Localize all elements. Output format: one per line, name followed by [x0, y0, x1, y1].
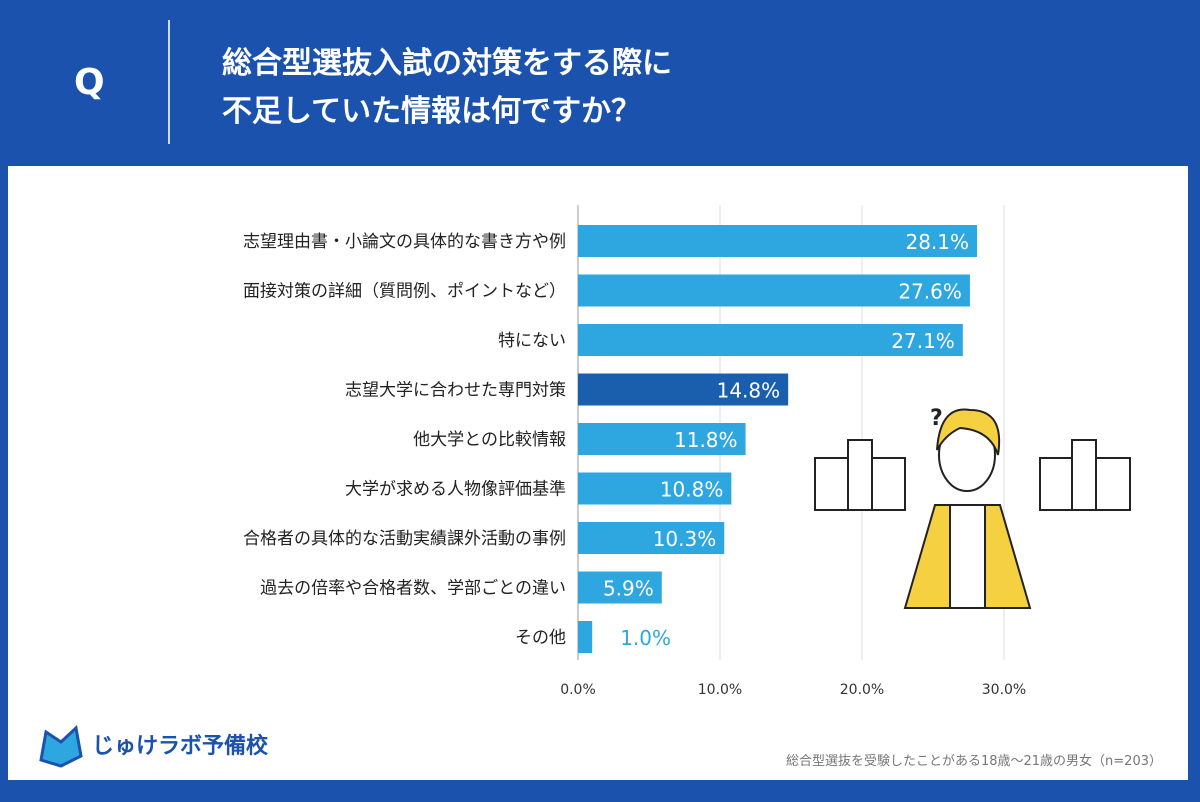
data-label: 5.9% [603, 577, 654, 601]
category-label: 合格者の具体的な活動実績課外活動の事例 [243, 529, 566, 549]
category-label: 大学が求める人物像評価基準 [345, 480, 566, 500]
bar [578, 225, 978, 257]
x-tick-label: 0.0% [560, 682, 596, 698]
category-label: 過去の倍率や合格者数、学部ごとの違い [260, 579, 566, 599]
category-label: 特にない [498, 331, 566, 351]
data-label: 10.8% [660, 478, 724, 502]
bar [578, 621, 593, 653]
page-title: 総合型選抜入試の対策をする際に 不足していた情報は何ですか？ [222, 40, 672, 136]
title-line: 不足していた情報は何ですか？ [222, 94, 642, 129]
title-line: 総合型選抜入試の対策をする際に [222, 46, 672, 81]
x-tick-label: 20.0% [840, 682, 884, 698]
bar [578, 373, 789, 406]
data-label: 10.3% [653, 527, 717, 551]
logo: じゅけラボ予備校 [36, 720, 268, 768]
x-tick-label: 30.0% [982, 682, 1026, 698]
category-label: 他大学との比較情報 [413, 430, 566, 450]
data-label: 11.8% [674, 428, 738, 452]
question-mark-icon: ? [930, 406, 943, 431]
category-label: 志望大学に合わせた専門対策 [345, 381, 566, 401]
logo-text: じゅけラボ予備校 [92, 734, 269, 759]
bar [578, 571, 662, 604]
divider [168, 20, 170, 144]
book-logo-icon [39, 725, 83, 768]
data-label: 27.1% [891, 329, 955, 353]
category-label: その他 [515, 628, 566, 648]
data-label: 1.0% [620, 626, 671, 650]
data-label: 14.8% [717, 379, 781, 403]
illustration: ? [814, 406, 1131, 609]
bar [578, 324, 963, 356]
bar [578, 423, 746, 455]
q-label: Q [74, 62, 105, 103]
data-label: 27.6% [898, 280, 962, 304]
bar [578, 522, 725, 554]
category-label: 面接対策の詳細（質問例、ポイントなど） [243, 282, 566, 302]
category-label: 志望理由書・小論文の具体的な書き方や例 [243, 232, 566, 252]
bar [578, 472, 732, 505]
x-tick-label: 10.0% [698, 682, 742, 698]
data-label: 28.1% [905, 230, 969, 254]
sample-note: 総合型選抜を受験したことがある18歳～21歳の男女（n=203） [785, 754, 1162, 769]
bar [578, 274, 970, 307]
